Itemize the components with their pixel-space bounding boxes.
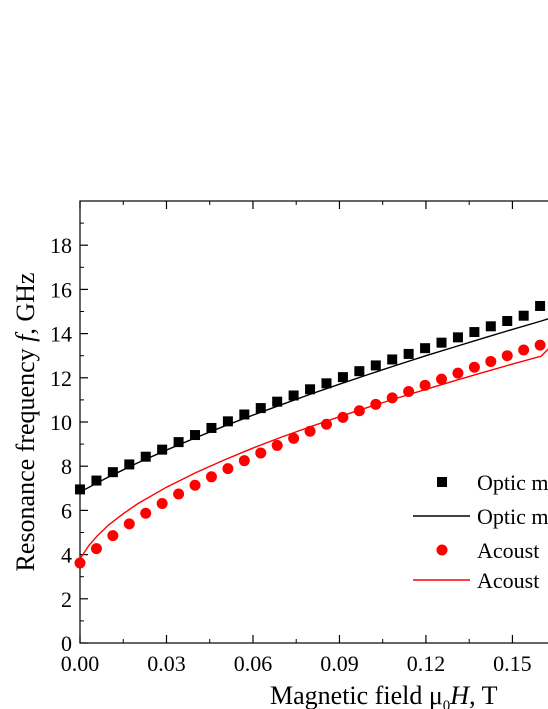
series-1-line bbox=[79, 318, 548, 493]
series-0-point bbox=[288, 390, 299, 401]
x-axis-title-var: H bbox=[449, 681, 470, 709]
series-0-point bbox=[337, 372, 348, 383]
series-2-point bbox=[205, 471, 217, 483]
series-0-point bbox=[255, 403, 266, 414]
y-tick-label: 18 bbox=[50, 233, 72, 258]
series-0-point bbox=[91, 475, 102, 486]
legend-swatch-square bbox=[437, 477, 447, 487]
series-2-point bbox=[468, 361, 480, 373]
y-axis-title-main: Resonance frequency bbox=[11, 342, 40, 572]
series-0-point bbox=[518, 310, 529, 321]
x-tick-label: 0.12 bbox=[407, 651, 446, 676]
series-2-point bbox=[271, 439, 283, 451]
series-0-point bbox=[124, 459, 135, 470]
series-0-point bbox=[354, 366, 365, 377]
x-axis-title-unit: , T bbox=[469, 681, 498, 709]
series-2-point bbox=[403, 386, 415, 398]
series-0-point bbox=[420, 343, 431, 354]
y-tick-label: 6 bbox=[61, 498, 72, 523]
legend-label: Optic m bbox=[477, 504, 548, 529]
axes: 0.00 0.03 0.06 0.09 0.12 0.15 0 2 4 6 8 10 12 14 16 18 bbox=[50, 201, 532, 676]
x-axis-title-main: Magnetic field μ bbox=[270, 681, 443, 709]
x-axis-title-sub: 0 bbox=[443, 698, 451, 709]
series-2-point bbox=[320, 418, 332, 430]
x-tick-label: 0.00 bbox=[61, 651, 100, 676]
series-2-point bbox=[452, 367, 464, 379]
y-tick-label: 2 bbox=[61, 587, 72, 612]
y-tick-label: 8 bbox=[61, 454, 72, 479]
series-2-point bbox=[90, 543, 102, 555]
x-tick-label: 0.09 bbox=[320, 651, 359, 676]
series-0-point bbox=[436, 337, 447, 348]
legend-label: Acoust bbox=[477, 538, 539, 563]
series-0-point bbox=[403, 348, 414, 359]
series-2-point bbox=[436, 373, 448, 385]
series-2-point bbox=[238, 455, 250, 467]
series-2-point bbox=[107, 530, 119, 542]
series-2-point bbox=[156, 498, 168, 510]
legend-swatch-circle bbox=[436, 544, 448, 556]
series-0-point bbox=[305, 384, 316, 395]
series-2-point bbox=[288, 432, 300, 444]
series-0-point bbox=[452, 332, 463, 343]
y-tick-label: 16 bbox=[50, 277, 72, 302]
series-0-point bbox=[222, 416, 233, 427]
series-0-point bbox=[107, 467, 118, 478]
y-tick-label: 12 bbox=[50, 366, 72, 391]
series-layer bbox=[74, 300, 548, 569]
series-0-point bbox=[272, 396, 283, 407]
series-2-point bbox=[419, 379, 431, 391]
series-0-point bbox=[157, 444, 168, 455]
series-2-point bbox=[74, 557, 86, 569]
series-0-point bbox=[387, 354, 398, 365]
series-2-point bbox=[189, 479, 201, 491]
series-2-point bbox=[173, 488, 185, 500]
series-0-point bbox=[370, 360, 381, 371]
series-2-point bbox=[518, 344, 530, 356]
y-tick-label: 10 bbox=[50, 410, 72, 435]
series-2-point bbox=[337, 411, 349, 423]
y-tick-label: 4 bbox=[61, 543, 72, 568]
x-tick-label: 0.03 bbox=[147, 651, 186, 676]
series-2-point bbox=[222, 463, 234, 475]
series-2-point bbox=[534, 339, 546, 351]
series-0-point bbox=[190, 430, 201, 441]
legend: Optic m Optic m Acoust Acoust bbox=[413, 470, 548, 593]
series-2-point bbox=[386, 392, 398, 404]
series-2-point bbox=[304, 425, 316, 437]
series-0-point bbox=[75, 484, 85, 495]
series-2-point bbox=[501, 350, 513, 362]
series-3-line bbox=[79, 348, 548, 560]
series-0-point bbox=[206, 422, 217, 433]
x-axis-title: Magnetic field μ0H, T bbox=[270, 681, 498, 709]
series-2-point bbox=[353, 405, 365, 417]
y-axis-title-var: f bbox=[11, 331, 40, 342]
y-tick-label: 0 bbox=[61, 631, 72, 656]
y-axis-title-unit: , GHz bbox=[11, 273, 40, 335]
series-0-point bbox=[173, 437, 184, 448]
x-tick-label: 0.15 bbox=[493, 651, 532, 676]
series-0-point bbox=[321, 378, 332, 389]
series-0-point bbox=[140, 451, 151, 462]
series-2-point bbox=[140, 507, 152, 519]
series-0-point bbox=[502, 316, 513, 327]
series-0-point bbox=[469, 327, 480, 338]
series-2-point bbox=[370, 398, 382, 410]
series-2-point bbox=[255, 447, 267, 459]
series-0-point bbox=[239, 409, 250, 420]
series-2-point bbox=[123, 518, 135, 530]
series-0-point bbox=[535, 300, 546, 311]
y-tick-label: 14 bbox=[50, 322, 72, 347]
series-0-point bbox=[485, 321, 496, 332]
legend-label: Acoust bbox=[477, 568, 539, 593]
y-axis-title: Resonance frequency f, GHz bbox=[11, 273, 40, 572]
legend-label: Optic m bbox=[477, 470, 548, 495]
x-tick-label: 0.06 bbox=[234, 651, 273, 676]
series-2-point bbox=[485, 355, 497, 367]
